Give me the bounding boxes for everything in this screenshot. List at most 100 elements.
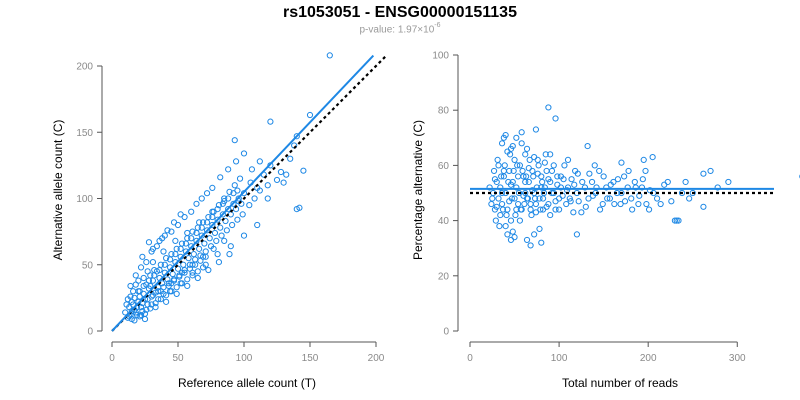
left-data-point — [170, 219, 178, 226]
left-data-point — [203, 227, 211, 234]
right-data-point — [552, 198, 559, 205]
left-data-point — [264, 195, 271, 202]
left-data-point — [137, 304, 145, 311]
right-data-point — [515, 189, 523, 197]
right-data-point — [502, 131, 509, 139]
right-data-point — [635, 200, 642, 208]
right-data-point — [631, 178, 638, 186]
right-data-point — [524, 195, 532, 202]
left-data-point — [177, 245, 184, 252]
left-data-point — [214, 251, 221, 258]
left-data-point — [240, 150, 248, 157]
left-data-point — [198, 232, 205, 239]
left-data-point — [219, 200, 226, 207]
left-data-point — [256, 158, 263, 165]
right-data-point — [519, 167, 526, 175]
right-data-point — [574, 170, 581, 177]
right-data-point — [643, 200, 650, 208]
right-data-point — [531, 195, 539, 202]
right-data-point — [682, 178, 689, 186]
left-data-point — [186, 265, 193, 272]
left-data-point — [193, 229, 200, 237]
right-data-point — [498, 189, 506, 197]
right-data-point — [638, 184, 646, 191]
right-data-point — [640, 156, 647, 163]
left-y-tick-label: 0 — [87, 327, 93, 338]
left-data-point — [218, 232, 225, 239]
right-data-point — [600, 173, 607, 180]
right-data-point — [515, 173, 522, 180]
left-x-tick-label: 100 — [236, 353, 253, 364]
right-data-point — [581, 184, 589, 191]
left-data-point — [223, 227, 230, 234]
left-data-point — [277, 168, 285, 176]
right-data-point — [554, 173, 561, 180]
left-data-point — [139, 253, 146, 260]
right-data-point — [532, 209, 540, 216]
left-data-point — [173, 290, 180, 297]
right-data-point — [527, 200, 534, 208]
right-y-tick-label: 0 — [443, 327, 449, 338]
left-data-point — [178, 280, 186, 287]
left-data-point — [205, 266, 212, 274]
right-data-point — [547, 211, 554, 219]
right-data-point — [535, 162, 542, 169]
left-data-point — [145, 277, 153, 284]
right-data-point — [530, 173, 537, 180]
right-data-point — [501, 162, 508, 169]
right-data-point — [486, 184, 493, 191]
left-data-point — [161, 261, 168, 268]
right-data-point — [508, 195, 515, 202]
left-data-point — [209, 221, 216, 229]
right-data-point — [523, 145, 531, 152]
left-data-point — [296, 204, 303, 211]
left-data-point — [149, 259, 157, 266]
right-data-point — [649, 154, 656, 161]
right-data-point — [689, 189, 696, 197]
left-data-point — [193, 200, 200, 207]
right-data-point — [671, 217, 679, 224]
right-data-point — [639, 176, 646, 183]
right-data-point — [552, 115, 559, 122]
right-data-point — [497, 184, 504, 191]
left-data-point — [211, 229, 219, 237]
left-data-point — [217, 174, 224, 181]
left-data-point — [128, 315, 135, 323]
pvalue-mantissa: 1.97×10 — [397, 24, 435, 36]
left-data-point — [217, 224, 224, 231]
left-data-point — [232, 158, 240, 165]
right-data-point — [563, 200, 570, 208]
left-data-point — [147, 305, 154, 312]
right-x-tick-label: 0 — [467, 353, 473, 364]
right-data-point — [545, 200, 552, 208]
right-data-point — [575, 198, 582, 205]
left-data-point — [326, 52, 333, 59]
left-data-point — [202, 253, 209, 260]
right-x-axis-title: Total number of reads — [562, 376, 678, 390]
left-data-point — [188, 235, 195, 242]
right-data-point — [498, 140, 506, 147]
left-data-point — [140, 282, 147, 290]
right-data-point — [525, 165, 532, 172]
right-data-point — [657, 200, 664, 208]
right-data-point — [533, 184, 540, 191]
left-data-point — [273, 176, 281, 184]
right-data-point — [542, 151, 549, 158]
right-y-axis-title: Percentage alternative (C) — [411, 120, 425, 260]
right-data-point — [515, 200, 522, 208]
right-data-point — [611, 200, 618, 208]
right-data-point — [618, 159, 625, 166]
right-data-point — [497, 211, 504, 219]
right-data-point — [502, 223, 509, 230]
right-data-point — [504, 231, 511, 238]
left-x-tick-label: 50 — [172, 353, 184, 364]
right-data-point — [514, 162, 521, 169]
left-data-point — [159, 235, 166, 242]
left-data-point — [235, 195, 242, 202]
left-data-point — [170, 276, 178, 283]
left-data-point — [209, 184, 216, 191]
left-data-point — [280, 179, 287, 186]
right-x-tick-label: 300 — [729, 353, 746, 364]
right-data-point — [516, 217, 523, 224]
